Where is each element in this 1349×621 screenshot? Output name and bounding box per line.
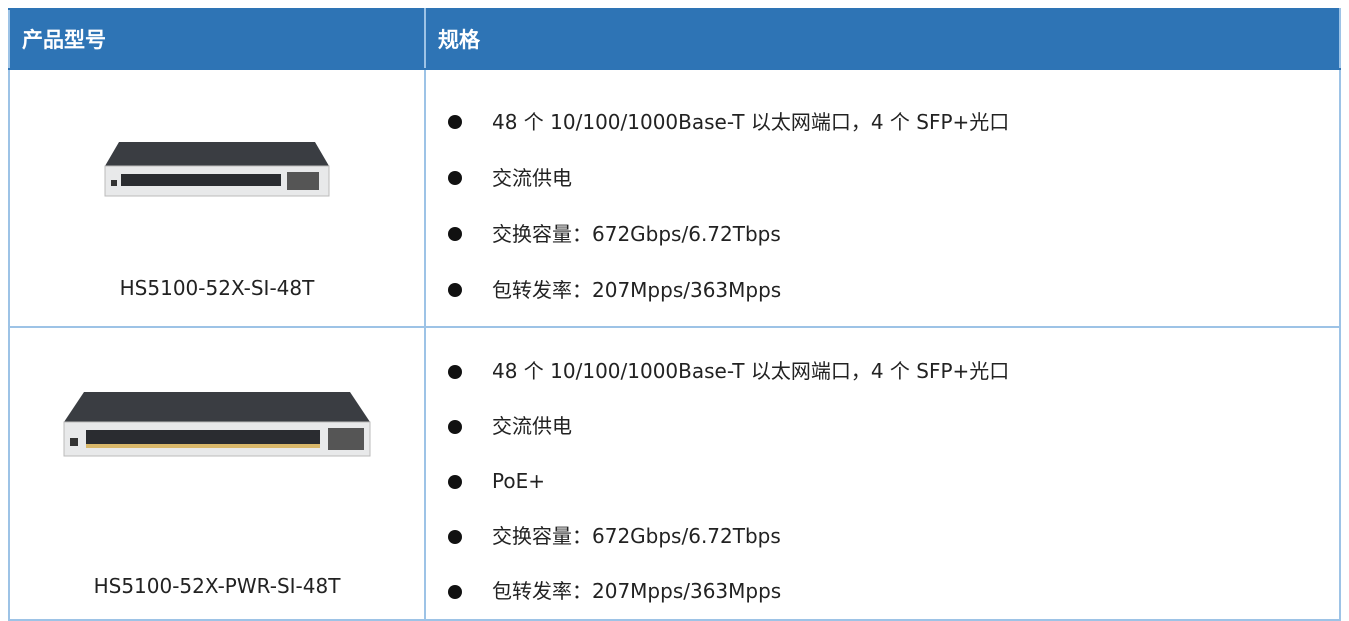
column-header: 规格	[424, 8, 1341, 70]
spec-item: 交流供电	[426, 150, 1339, 206]
spec-item: 包转发率：207Mpps/363Mpps	[426, 262, 1339, 318]
spec-item: 交流供电	[426, 399, 1339, 454]
spec-item: PoE+	[426, 454, 1339, 509]
spec-item: 48 个 10/100/1000Base-T 以太网端口，4 个 SFP+光口	[426, 94, 1339, 150]
spec-item: 48 个 10/100/1000Base-T 以太网端口，4 个 SFP+光口	[426, 344, 1339, 399]
table-row: HS5100-52X-PWR-SI-48T 48 个 10/100/1000Ba…	[8, 326, 1341, 621]
spec-cell: 48 个 10/100/1000Base-T 以太网端口，4 个 SFP+光口交…	[424, 68, 1341, 328]
spec-table: 产品型号 规格 HS5100-52X-SI-48T 48 个 10/100/10…	[8, 8, 1341, 621]
model-cell: HS5100-52X-SI-48T	[8, 68, 426, 328]
spec-item: 交换容量：672Gbps/6.72Tbps	[426, 206, 1339, 262]
product-image	[63, 392, 371, 457]
spec-list: 48 个 10/100/1000Base-T 以太网端口，4 个 SFP+光口交…	[426, 70, 1339, 318]
spec-item: 包转发率：207Mpps/363Mpps	[426, 564, 1339, 619]
model-name: HS5100-52X-SI-48T	[119, 276, 315, 300]
spec-list: 48 个 10/100/1000Base-T 以太网端口，4 个 SFP+光口交…	[426, 328, 1339, 619]
header-row: 产品型号 规格	[8, 8, 1341, 70]
product-image	[104, 142, 330, 197]
column-header: 产品型号	[8, 8, 426, 70]
table-row: HS5100-52X-SI-48T 48 个 10/100/1000Base-T…	[8, 68, 1341, 328]
spec-item: 交换容量：672Gbps/6.72Tbps	[426, 509, 1339, 564]
spec-cell: 48 个 10/100/1000Base-T 以太网端口，4 个 SFP+光口交…	[424, 326, 1341, 621]
model-name: HS5100-52X-PWR-SI-48T	[93, 574, 341, 598]
model-cell: HS5100-52X-PWR-SI-48T	[8, 326, 426, 621]
